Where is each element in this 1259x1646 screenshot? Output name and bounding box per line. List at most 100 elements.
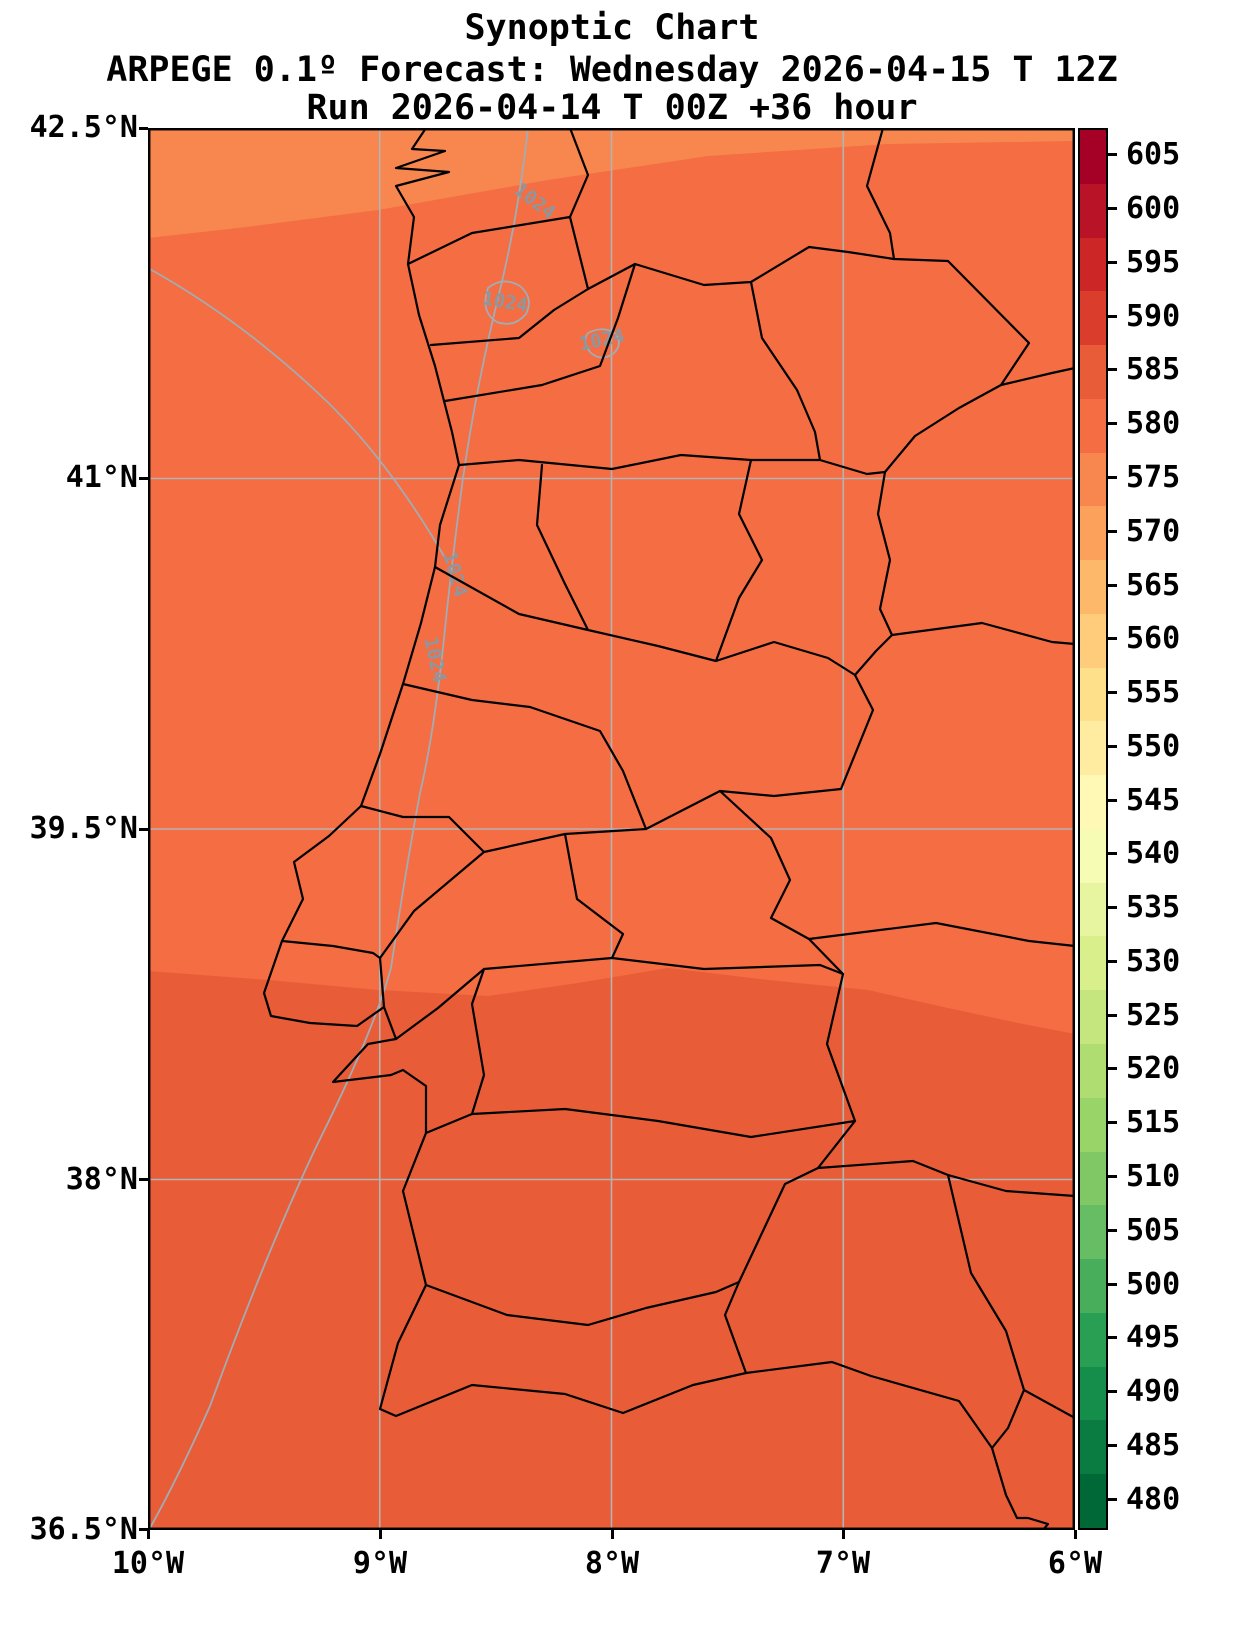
portugal-spain-border	[406, 215, 1031, 1375]
isobar-line-main	[149, 128, 529, 1529]
colorbar-tick-mark	[1108, 314, 1117, 318]
colorbar-tick: 495	[1108, 1320, 1180, 1355]
colorbar-tick: 565	[1108, 567, 1181, 603]
colorbar-segment	[1080, 936, 1106, 991]
colorbar-tick: 500	[1108, 1266, 1181, 1302]
colorbar-tick-mark	[1108, 798, 1117, 802]
colorbar-tick-label: 505	[1126, 1212, 1181, 1248]
colorbar-tick-mark	[1108, 906, 1117, 910]
colorbar-segment	[1080, 560, 1106, 614]
colorbar-tick-mark	[1108, 691, 1117, 695]
colorbar-tick: 600	[1108, 191, 1181, 227]
colorbar-tick-label: 560	[1126, 621, 1181, 657]
colorbar-tick: 550	[1108, 729, 1180, 764]
colorbar-tick: 585	[1108, 352, 1180, 387]
colorbar-tick: 540	[1108, 836, 1181, 872]
chart-subtitle-forecast: ARPEGE 0.1º Forecast: Wednesday 2026-04-…	[106, 50, 1118, 90]
x-tick-label: 10°W	[111, 1546, 185, 1581]
y-tick-mark	[139, 1528, 148, 1531]
colorbar-tick-mark	[1108, 1121, 1117, 1125]
colorbar-segment	[1080, 1151, 1106, 1206]
colorbar-tick-label: 535	[1126, 890, 1181, 926]
colorbar-segment	[1080, 1205, 1106, 1260]
colorbar-tick-mark	[1108, 207, 1117, 211]
colorbar-segment	[1080, 452, 1106, 507]
colorbar-segment	[1080, 721, 1106, 776]
colorbar-tick: 535	[1108, 890, 1181, 926]
colorbar-tick: 590	[1108, 299, 1180, 334]
y-tick-label: 42.5°N	[29, 110, 138, 145]
colorbar-tick-mark	[1108, 1067, 1117, 1071]
colorbar-tick-mark	[1108, 1336, 1117, 1340]
colorbar-tick-mark	[1108, 1175, 1117, 1178]
colorbar-segment	[1080, 183, 1106, 238]
colorbar-tick: 555	[1108, 675, 1181, 711]
colorbar-tick-mark	[1108, 260, 1117, 264]
colorbar-tick-mark	[1108, 637, 1117, 641]
colorbar-tick-label: 525	[1126, 997, 1181, 1033]
colorbar-tick: 545	[1108, 782, 1181, 818]
colorbar-tick-label: 545	[1126, 782, 1181, 818]
x-tick-label: 7°W	[815, 1546, 871, 1581]
colorbar-tick-label: 600	[1126, 191, 1181, 227]
colorbar-tick-label: 565	[1126, 567, 1181, 603]
colorbar-segment	[1080, 667, 1106, 722]
colorbar-tick-mark	[1108, 529, 1117, 533]
x-tick-label: 6°W	[1047, 1546, 1103, 1581]
colorbar-gradient	[1078, 128, 1108, 1530]
colorbar-tick: 485	[1108, 1427, 1181, 1463]
colorbar-segment	[1080, 130, 1106, 184]
colorbar-tick-label: 540	[1126, 836, 1181, 872]
colorbar-segment	[1080, 990, 1106, 1045]
colorbar-segment	[1080, 1312, 1106, 1367]
y-tick-label: 38°N	[65, 1162, 138, 1197]
colorbar-tick: 480	[1108, 1481, 1181, 1517]
province-boundaries-spain	[568, 128, 1075, 1450]
colorbar-tick-label: 580	[1126, 406, 1181, 442]
map-plot: 1024 1024 1024 1024 1024	[148, 128, 1075, 1530]
colorbar-tick: 575	[1108, 460, 1180, 495]
colorbar-tick-mark	[1108, 583, 1117, 587]
colorbar-tick: 510	[1108, 1159, 1181, 1194]
colorbar-tick: 530	[1108, 943, 1181, 979]
colorbar-tick-mark	[1108, 368, 1117, 372]
colorbar-segment	[1080, 237, 1106, 292]
colorbar-tick-mark	[1108, 852, 1117, 856]
colorbar-tick-label: 510	[1126, 1159, 1181, 1194]
colorbar-tick: 580	[1108, 406, 1181, 442]
colorbar-tick-label: 515	[1126, 1105, 1181, 1141]
boundaries	[262, 128, 1075, 1530]
colorbar-tick-label: 605	[1126, 137, 1181, 173]
colorbar-tick-label: 480	[1126, 1481, 1181, 1517]
colorbar-tick-mark	[1108, 1443, 1117, 1447]
x-tick-mark	[147, 1530, 150, 1539]
colorbar-tick: 520	[1108, 1051, 1180, 1086]
colorbar-tick: 595	[1108, 245, 1180, 280]
y-tick-label: 39.5°N	[29, 811, 138, 846]
y-tick-mark	[139, 828, 148, 831]
x-tick-mark	[379, 1530, 382, 1539]
colorbar-tick: 525	[1108, 997, 1181, 1033]
colorbar-segment	[1080, 775, 1106, 829]
colorbar-tick-label: 485	[1126, 1427, 1181, 1463]
chart-title: Synoptic Chart	[464, 8, 760, 48]
colorbar-tick-mark	[1108, 1228, 1117, 1232]
colorbar-tick: 570	[1108, 514, 1180, 549]
colorbar-tick-label: 500	[1126, 1266, 1181, 1302]
colorbar-ticks: 605 600 595 590 585 580 575 570 565 560 555 550 545 5…	[1108, 128, 1258, 1530]
colorbar-tick-mark	[1108, 476, 1117, 479]
colorbar-segment	[1080, 345, 1106, 399]
colorbar-tick-label: 530	[1126, 943, 1181, 979]
colorbar-tick-mark	[1108, 1497, 1117, 1501]
colorbar-tick-mark	[1108, 1390, 1117, 1394]
colorbar-segment	[1080, 1097, 1106, 1152]
gridlines	[148, 128, 1075, 1530]
colorbar-tick-mark	[1108, 744, 1117, 748]
colorbar-tick: 505	[1108, 1212, 1181, 1248]
colorbar-tick-mark	[1108, 1282, 1117, 1286]
y-tick-label: 41°N	[65, 460, 138, 495]
colorbar-segment	[1080, 398, 1106, 453]
plot-frame	[148, 128, 1075, 1530]
colorbar-tick-label: 555	[1126, 675, 1181, 711]
